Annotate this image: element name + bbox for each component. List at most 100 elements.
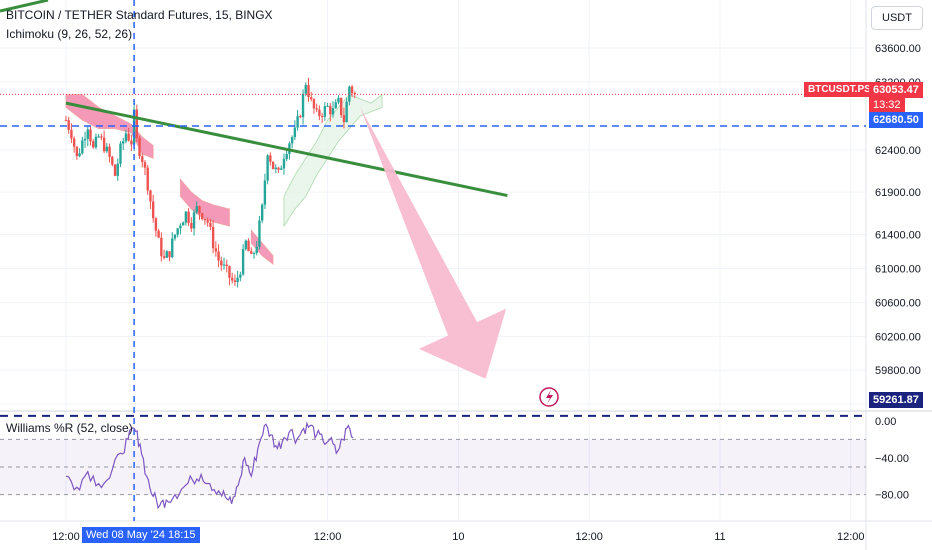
candle-body [184, 211, 188, 223]
williams-r-line [65, 421, 354, 510]
alert-bolt-icon [546, 390, 553, 404]
trendline [65, 101, 508, 198]
candle-body [168, 251, 171, 258]
candle-body [277, 167, 280, 170]
candle-body [64, 120, 68, 122]
candle-body [198, 206, 201, 214]
candlestick-series [64, 77, 357, 288]
williams-r-label[interactable]: Williams %R (52, close) [6, 421, 133, 435]
candle-body [201, 213, 204, 220]
candle-body [342, 115, 346, 123]
candle-body [244, 240, 248, 250]
candle-body [266, 155, 269, 181]
candle-body [255, 246, 258, 254]
candle-body [331, 108, 335, 115]
bar-countdown: 13:32 [869, 97, 905, 113]
williams-tick-label: −80.00 [875, 490, 909, 502]
candle-body [75, 146, 79, 157]
candle-body [81, 140, 84, 154]
candle-body [146, 167, 149, 191]
symbol-title[interactable]: BITCOIN / TETHER Standard Futures, 15, B… [6, 8, 273, 22]
candle-body [310, 97, 313, 100]
time-tick-label: 11 [714, 531, 725, 543]
candle-body [290, 137, 294, 144]
candle-body [192, 212, 196, 229]
candle-body [176, 228, 179, 235]
crosshair-time-label: Wed 08 May '24 18:15 [82, 527, 200, 543]
last-price-tag: 63053.47 [869, 82, 923, 98]
candle-body [271, 161, 275, 170]
price-tick-label: 59800.00 [875, 365, 921, 377]
candle-body [209, 222, 212, 227]
candle-body [100, 136, 103, 138]
williams-tick-label: −40.00 [875, 453, 909, 465]
candle-body [282, 159, 286, 169]
candle-body [326, 105, 329, 107]
candle-body [220, 260, 223, 266]
candle-body [72, 138, 76, 147]
price-tick-label: 61900.00 [875, 187, 921, 199]
candle-body [171, 238, 174, 258]
candle-body [323, 106, 327, 117]
price-tick-label: 60600.00 [875, 297, 921, 309]
candle-body [304, 84, 307, 94]
time-axis[interactable]: 12:00 12:00 10 12:00 11 12:00 [52, 531, 864, 543]
candle-body [228, 266, 231, 278]
support-price-tag: 59261.87 [869, 392, 923, 408]
candle-body [269, 155, 272, 162]
candle-body [173, 234, 177, 239]
candle-body [105, 146, 109, 152]
candle-body [307, 84, 310, 98]
candle-body [318, 109, 321, 116]
candle-body [141, 156, 144, 163]
bear-cloud-segment [180, 178, 230, 227]
candle-body [236, 277, 239, 283]
candle-body [179, 225, 182, 229]
candle-body [239, 274, 242, 278]
candle-body [89, 129, 92, 142]
candle-body [138, 137, 141, 157]
candle-body [225, 264, 228, 267]
candle-body [190, 222, 193, 229]
candle-body [113, 164, 117, 176]
candle-body [241, 249, 245, 275]
candle-body [67, 120, 70, 130]
candle-body [345, 101, 348, 123]
candle-body [214, 248, 218, 252]
time-tick-label: 12:00 [314, 531, 342, 543]
candle-body [160, 237, 163, 257]
trendline-upper [0, 0, 49, 13]
candle-body [130, 140, 133, 145]
time-tick-label: 12:00 [52, 531, 80, 543]
candle-body [108, 146, 111, 157]
candle-body [83, 138, 87, 141]
candle-body [337, 97, 340, 103]
candle-body [149, 190, 152, 202]
time-tick-label: 10 [452, 531, 464, 543]
candle-body [348, 86, 351, 102]
currency-button[interactable]: USDT [871, 6, 923, 30]
candle-body [78, 153, 81, 157]
price-tick-label: 60200.00 [875, 331, 921, 343]
candle-body [86, 129, 89, 139]
candle-body [329, 105, 332, 115]
candle-body [203, 219, 207, 221]
symbol-price-tag: BTCUSDT.PS [804, 82, 875, 97]
candle-body [296, 116, 299, 128]
candle-body [222, 264, 226, 266]
candle-body [102, 137, 106, 152]
ichimoku-label[interactable]: Ichimoku (9, 26, 52, 26) [6, 27, 133, 41]
candle-body [334, 102, 337, 109]
price-tick-label: 62400.00 [875, 145, 921, 157]
candle-body [217, 251, 220, 261]
candle-body [143, 162, 147, 168]
candle-body [350, 86, 354, 93]
candle-body [151, 201, 155, 219]
candle-body [247, 240, 250, 252]
drawing-overlays[interactable] [0, 0, 866, 521]
time-tick-label: 12:00 [575, 531, 603, 543]
candle-body [280, 168, 283, 170]
candle-body [206, 220, 209, 223]
williams-tick-label: 0.00 [875, 416, 896, 428]
